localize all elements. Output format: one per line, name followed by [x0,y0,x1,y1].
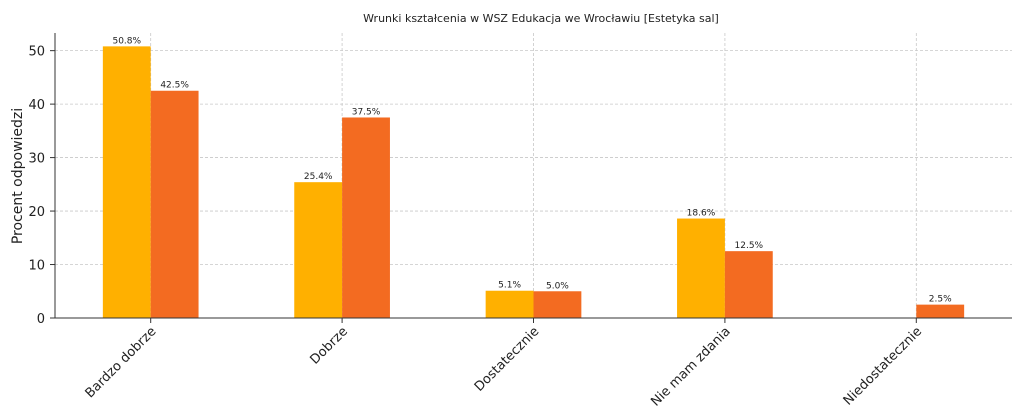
y-axis-label: Procent odpowiedzi [10,108,26,244]
bar [916,304,965,318]
value-label: 2.5% [929,295,952,305]
x-tick-label: Nie mam zdania [648,324,733,409]
value-label: 50.8% [112,36,141,46]
bar [102,46,151,318]
x-tick-label: Bardzo dobrze [83,324,160,401]
x-tick-label: Niedostatecznie [841,324,925,408]
bar [724,251,773,318]
bar [150,90,199,318]
x-tick-label: Dobrze [308,324,351,367]
chart-title: Wrunki kształcenia w WSZ Edukacja we Wro… [363,12,719,25]
value-label: 5.1% [498,281,521,291]
y-tick-label: 10 [28,259,45,274]
value-label: 42.5% [160,81,189,91]
bar [485,290,534,318]
y-tick-label: 20 [28,205,45,220]
bar [342,117,390,318]
value-label: 37.5% [352,107,381,117]
value-label: 12.5% [735,241,764,251]
y-tick-label: 30 [28,152,45,167]
y-tick-label: 50 [28,45,45,60]
value-label: 5.0% [546,281,569,291]
bar [294,182,343,318]
y-tick-label: 40 [28,98,45,113]
value-label: 18.6% [687,209,716,219]
bar [533,291,582,318]
value-label: 25.4% [304,172,333,182]
x-tick-label: Dostatecznie [472,324,543,395]
y-tick-label: 0 [37,312,45,327]
bar [677,218,725,318]
